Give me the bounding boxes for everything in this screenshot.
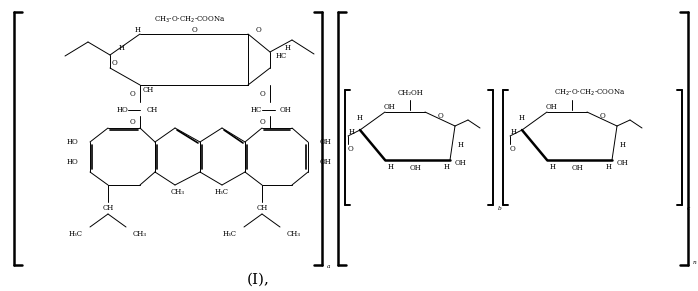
Text: H: H <box>349 128 355 136</box>
Text: CH$_2$-O-CH$_2$-COONa: CH$_2$-O-CH$_2$-COONa <box>554 88 626 98</box>
Text: n: n <box>693 260 697 265</box>
Text: H₃C: H₃C <box>69 230 83 238</box>
Text: HC: HC <box>276 52 288 60</box>
Text: O: O <box>129 118 135 126</box>
Text: H: H <box>119 44 125 52</box>
Text: H: H <box>458 141 464 149</box>
Text: CH: CH <box>256 204 267 212</box>
Text: O: O <box>129 90 135 98</box>
Text: O: O <box>510 145 516 153</box>
Text: H₃C: H₃C <box>215 188 229 196</box>
Text: OH: OH <box>455 159 467 167</box>
Text: O: O <box>599 112 605 120</box>
Text: O: O <box>112 59 118 67</box>
Text: CH$_3$-O-CH$_2$-COONa: CH$_3$-O-CH$_2$-COONa <box>154 15 225 25</box>
Text: O: O <box>259 118 265 126</box>
Text: H: H <box>444 163 450 171</box>
Text: H: H <box>606 163 612 171</box>
Text: OH: OH <box>384 103 396 111</box>
Text: H: H <box>135 26 141 34</box>
Text: O: O <box>255 26 261 34</box>
Text: c: c <box>687 207 690 212</box>
Text: H: H <box>285 44 291 52</box>
Text: O: O <box>192 26 198 34</box>
Text: CH: CH <box>142 86 154 94</box>
Text: HO: HO <box>66 138 78 146</box>
Text: OH: OH <box>617 159 629 167</box>
Text: H: H <box>357 114 363 122</box>
Text: H: H <box>511 128 517 136</box>
Text: OH: OH <box>409 164 421 172</box>
Text: OH: OH <box>571 164 583 172</box>
Text: H: H <box>388 163 394 171</box>
Text: HO: HO <box>66 158 78 166</box>
Text: H₃C: H₃C <box>223 230 237 238</box>
Text: O: O <box>437 112 443 120</box>
Text: OH: OH <box>320 138 332 146</box>
Text: H: H <box>620 141 626 149</box>
Text: HO: HO <box>117 106 128 114</box>
Text: HC: HC <box>251 106 262 114</box>
Text: O: O <box>348 145 354 153</box>
Text: OH: OH <box>546 103 558 111</box>
Text: CH₂OH: CH₂OH <box>397 89 423 97</box>
Text: b: b <box>498 207 502 212</box>
Text: CH: CH <box>103 204 114 212</box>
Text: CH₃: CH₃ <box>133 230 147 238</box>
Text: CH₃: CH₃ <box>171 188 185 196</box>
Text: O: O <box>259 90 265 98</box>
Text: (I),: (I), <box>246 273 269 287</box>
Text: OH: OH <box>320 158 332 166</box>
Text: CH₃: CH₃ <box>287 230 301 238</box>
Text: OH: OH <box>280 106 292 114</box>
Text: H: H <box>519 114 525 122</box>
Text: H: H <box>550 163 556 171</box>
Text: a: a <box>327 265 330 269</box>
Text: CH: CH <box>147 106 158 114</box>
